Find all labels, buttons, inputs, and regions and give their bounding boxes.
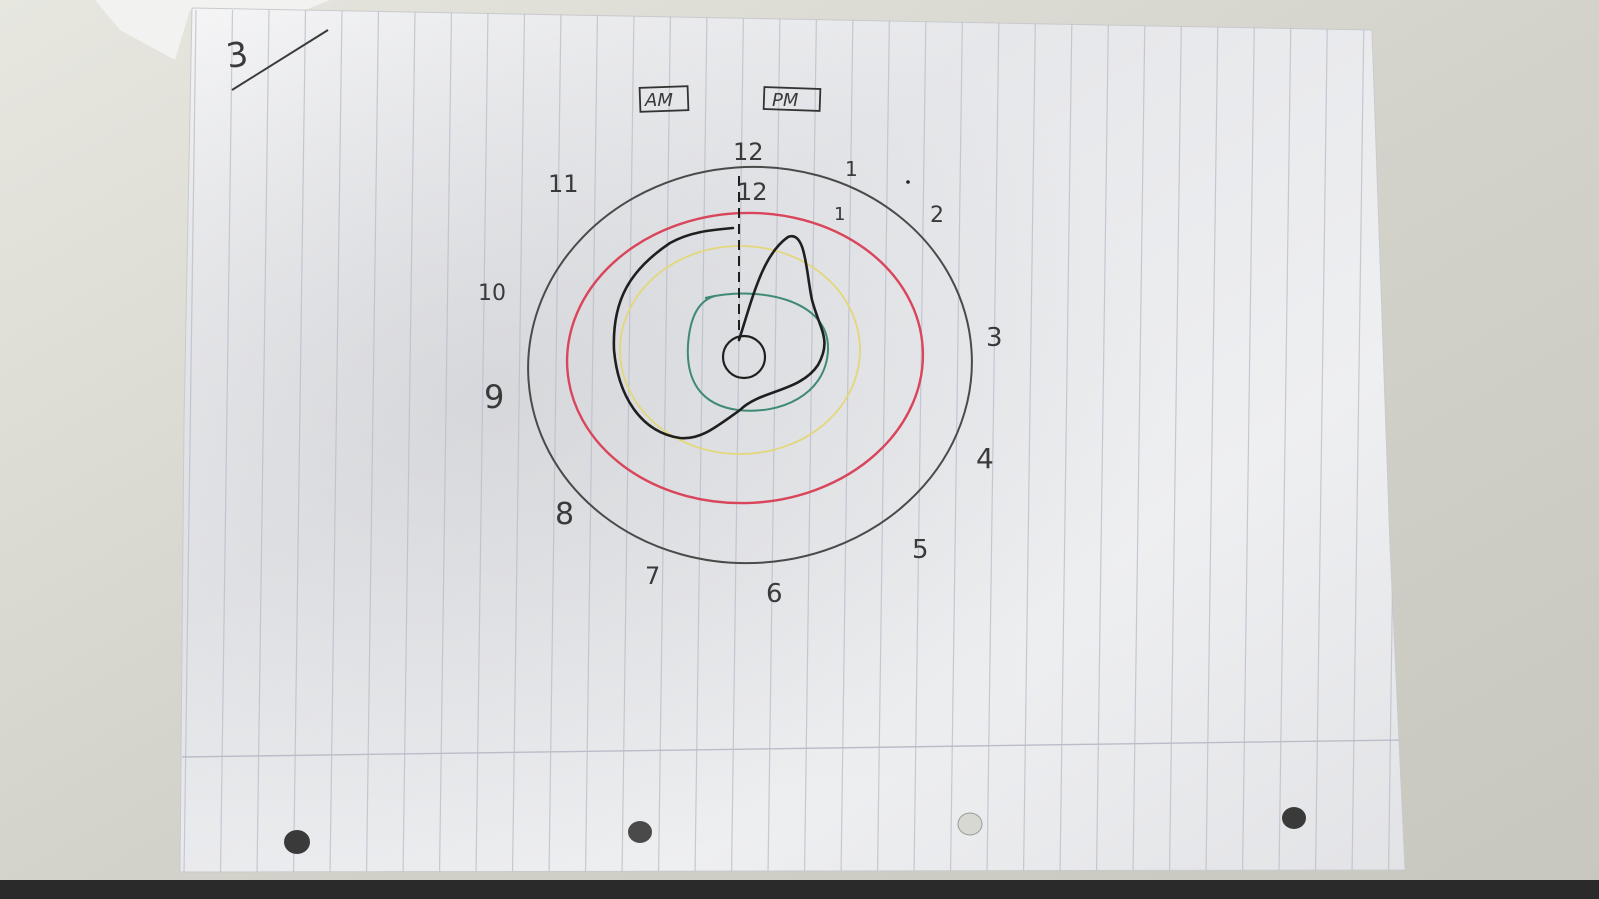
ruled-line: [621, 9, 635, 872]
paper-corner-behind: [95, 0, 330, 60]
hour-label-7: 7: [645, 562, 660, 590]
am-tag: AM: [638, 85, 690, 113]
hour-label-9: 9: [484, 378, 504, 416]
black-curve: [612, 226, 826, 440]
hour-label-1: 1: [845, 157, 858, 181]
ruled-line: [694, 9, 708, 872]
ruled-line: [1022, 9, 1037, 872]
ruled-line: [1278, 9, 1292, 872]
pm-tag-label: PM: [772, 90, 799, 111]
ruled-line: [219, 9, 234, 872]
ruled-line: [1241, 9, 1256, 872]
ruled-line: [1095, 9, 1110, 872]
notebook-paper: [179, 7, 1406, 873]
ruled-line: [1132, 9, 1146, 872]
bottom-edge-dark: [0, 880, 1599, 899]
hour-label-11: 11: [548, 170, 579, 198]
ruled-line: [365, 9, 380, 872]
ruled-line: [1168, 9, 1183, 872]
ruled-line: [1351, 9, 1365, 872]
ruled-line: [329, 9, 343, 872]
ruled-line: [913, 9, 927, 872]
am-tag-label: AM: [644, 90, 673, 111]
ruled-line: [876, 9, 891, 872]
hour-label-3: 3: [986, 323, 1003, 353]
hour-label-10: 10: [478, 281, 506, 306]
ruled-line: [986, 9, 1000, 872]
ruled-line: [292, 9, 307, 872]
ruled-line: [548, 9, 562, 872]
ruled-line: [584, 9, 599, 872]
ruled-line: [438, 9, 453, 872]
punch-holes: [284, 807, 1306, 854]
outer-ring: [527, 165, 973, 565]
margin-line: [181, 739, 1401, 758]
inner-mark-1: 1: [834, 204, 845, 225]
ruled-line: [183, 9, 197, 872]
hour-label-8: 8: [555, 497, 574, 532]
ruled-line: [949, 9, 964, 872]
ruled-line: [1314, 9, 1329, 872]
pen-dot: [906, 180, 910, 184]
ruled-line: [475, 9, 489, 872]
ruled-line: [840, 9, 854, 872]
ruled-line: [1205, 9, 1219, 872]
hour-label-2: 2: [930, 203, 944, 228]
red-ring: [565, 211, 925, 505]
pm-tag: PM: [762, 86, 822, 112]
green-ring: [686, 292, 830, 412]
center-circle: [721, 334, 767, 380]
ruled-line: [402, 9, 416, 872]
hour-label-4: 4: [976, 442, 994, 475]
hour-label-12: 12: [733, 138, 764, 166]
ruled-line: [730, 9, 745, 872]
hour-label-5: 5: [912, 535, 929, 565]
ruled-line: [803, 9, 818, 872]
page-number-slash: [231, 29, 329, 91]
ruled-line: [657, 9, 672, 872]
ruled-line: [767, 9, 781, 872]
ruled-lines: [183, 9, 1402, 872]
inner-mark-12: 12: [737, 178, 768, 206]
ruled-line: [256, 9, 270, 872]
ruled-line: [1059, 9, 1073, 872]
ruled-line: [511, 9, 526, 872]
hour-label-6: 6: [766, 579, 783, 609]
